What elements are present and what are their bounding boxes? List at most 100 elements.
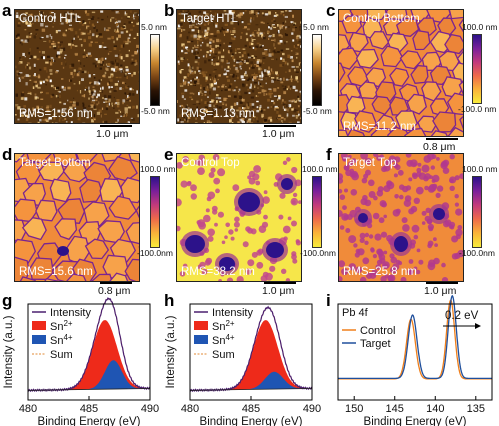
colorbar-b-top-label: 5.0 nm	[303, 22, 329, 32]
x-tick-label-145: 145	[386, 403, 404, 415]
afm-title: Target HTL	[181, 13, 238, 25]
panel-letter-i: i	[326, 291, 331, 310]
colorbar-b	[312, 34, 322, 106]
legend-label-3: Sum	[50, 349, 73, 361]
legend-swatch-sn4	[32, 335, 46, 344]
legend-label-2: Sn4+	[212, 333, 235, 347]
afm-image-target-htl: Target HTL RMS=1.13 nm	[176, 9, 302, 124]
scalebar-f	[426, 282, 458, 284]
x-axis-label-i: Binding Energy (eV)	[364, 416, 467, 426]
legend-label-3: Sum	[212, 349, 235, 361]
colorbar-a-top-label: 5.0 nm	[141, 22, 167, 32]
annotation-pb4f: Pb 4f	[342, 307, 369, 319]
afm-image-control-htl: Control HTL RMS=1.56 nm	[14, 9, 140, 124]
shift-label: 0.2 eV	[445, 310, 479, 322]
xps-plot-h: 480 485 490 Binding Energy (eV) Intensity (a…	[162, 296, 328, 426]
afm-title: Target Bottom	[19, 157, 91, 169]
series-line-target	[338, 294, 492, 380]
afm-title: Target Top	[343, 157, 397, 169]
legend-swatch-sn2	[194, 321, 208, 330]
scalebar-a	[100, 125, 132, 127]
scalebar-f-label: 1.0 μm	[424, 285, 457, 297]
legend-label-target: Target	[360, 338, 391, 350]
colorbar-e	[312, 176, 322, 248]
scalebar-c	[426, 138, 458, 140]
x-tick-label-480: 480	[181, 403, 199, 415]
colorbar-f-bottom-label: -100.0nm	[459, 248, 495, 258]
colorbar-c-bottom-label: -100.0 nm	[458, 104, 497, 114]
y-axis-label-h: Intensity (a.u.)	[165, 315, 177, 388]
sn4-fill-h	[190, 371, 312, 391]
colorbar-d-top-label: 100.0 nm	[140, 164, 176, 174]
afm-texture-d	[15, 154, 139, 281]
afm-rms-value: RMS=38.2 nm	[181, 266, 255, 278]
x-tick-label-485: 485	[242, 403, 260, 415]
scalebar-a-label: 1.0 μm	[96, 128, 129, 140]
legend-label-2: Sn4+	[50, 333, 73, 347]
x-tick-label-135: 135	[467, 403, 485, 415]
x-tick-label-140: 140	[426, 403, 444, 415]
scalebar-b-label: 1.0 μm	[262, 128, 295, 140]
colorbar-c	[472, 34, 482, 104]
plot-frame-i	[337, 303, 493, 401]
legend-label-control: Control	[360, 325, 395, 337]
colorbar-d-bottom-label: -100.0nm	[137, 248, 173, 258]
legend-swatch-sn2	[32, 321, 46, 330]
scalebar-c-label: 0.8 μm	[423, 141, 456, 153]
scalebar-d	[100, 282, 132, 284]
panel-letter-b: b	[164, 1, 175, 20]
legend-label-1: Sn2+	[50, 319, 73, 333]
colorbar-f-top-label: 100.0 nm	[462, 164, 498, 174]
legend-label-1: Sn2+	[212, 319, 235, 333]
afm-texture-e	[177, 154, 301, 281]
xps-plot-i: 150 145 140 135 Binding Energy (eV) Pb 4f 0.2 …	[326, 294, 499, 426]
afm-image-target-top: Target Top RMS=25.8 nm	[338, 153, 464, 282]
x-axis-label-h: Binding Energy (eV)	[200, 416, 303, 426]
afm-title: Control Top	[181, 157, 240, 169]
scalebar-d-label: 0.8 μm	[98, 285, 131, 297]
afm-title: Control HTL	[19, 13, 81, 25]
sn4-fill-g	[28, 360, 150, 391]
panel-letter-h: h	[164, 291, 175, 310]
afm-texture-c	[339, 10, 463, 136]
legend-label-0: Intensity	[212, 307, 253, 319]
legend-swatch-sn4	[194, 335, 208, 344]
afm-rms-value: RMS=11.2 nm	[343, 121, 416, 133]
shift-arrow-head	[475, 323, 481, 329]
scalebar-e-label: 1.0 μm	[262, 285, 295, 297]
panel-letter-g: g	[2, 291, 13, 310]
x-tick-label-485: 485	[80, 403, 98, 415]
afm-rms-value: RMS=1.56 nm	[19, 108, 93, 120]
y-axis-label-g: Intensity (a.u.)	[3, 315, 15, 388]
x-tick-label-490: 490	[141, 403, 159, 415]
colorbar-a-bottom-label: -5.0 nm	[141, 106, 170, 116]
colorbar-e-bottom-label: -100.0nm	[300, 248, 336, 258]
afm-texture-b	[177, 10, 301, 123]
baseline-g	[27, 388, 151, 391]
panel-letter-f: f	[326, 145, 332, 164]
colorbar-c-top-label: 100.0 nm	[462, 22, 498, 32]
panel-letter-d: d	[2, 145, 13, 164]
sn2-fill-h	[190, 320, 312, 391]
colorbar-d	[150, 176, 160, 248]
x-tick-label-480: 480	[19, 403, 37, 415]
colorbar-b-bottom-label: -5.0 nm	[303, 106, 332, 116]
afm-image-target-bottom: Target Bottom RMS=15.6 nm	[14, 153, 140, 282]
panel-letter-e: e	[164, 145, 174, 164]
x-tick-label-150: 150	[345, 403, 363, 415]
afm-rms-value: RMS=1.13 nm	[181, 108, 255, 120]
afm-texture-f	[339, 154, 463, 281]
afm-image-control-bottom: Control Bottom RMS=11.2 nm	[338, 9, 464, 137]
colorbar-f	[472, 176, 482, 248]
x-tick-label-490: 490	[303, 403, 321, 415]
panel-letter-a: a	[2, 1, 12, 20]
afm-title: Control Bottom	[343, 13, 420, 25]
baseline-h	[189, 388, 313, 391]
colorbar-a	[150, 34, 160, 106]
afm-rms-value: RMS=15.6 nm	[19, 266, 93, 278]
